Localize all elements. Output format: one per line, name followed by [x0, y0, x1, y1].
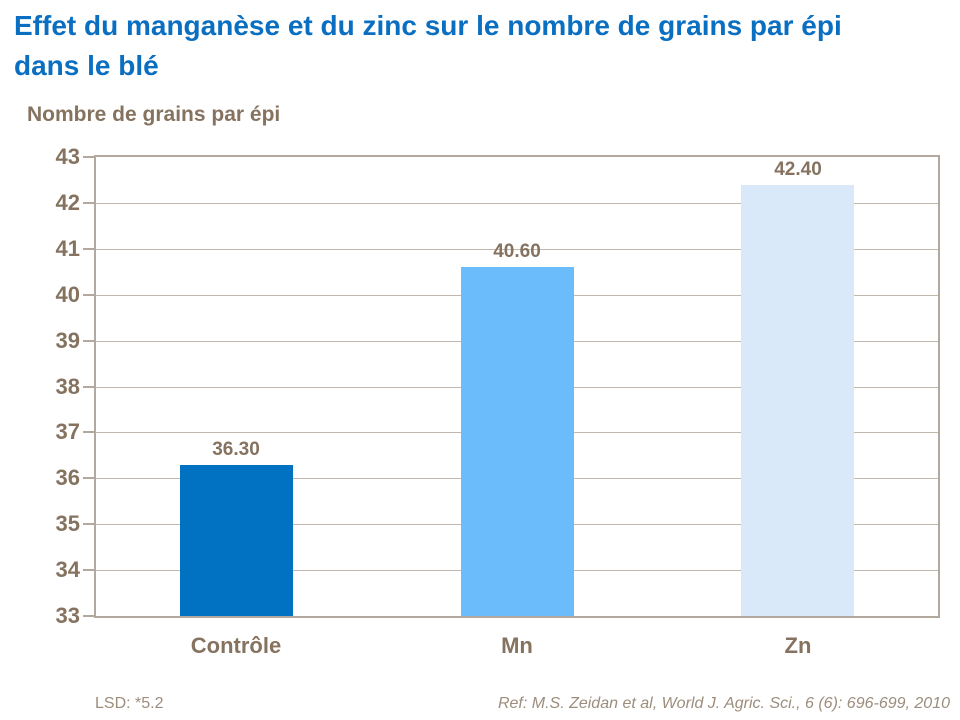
- bar-value-zn: 42.40: [774, 159, 822, 180]
- gridline: [96, 203, 938, 204]
- y-tick-label: 39: [55, 328, 80, 353]
- y-tick-label: 38: [55, 374, 80, 399]
- y-tick-label: 36: [55, 465, 80, 490]
- lsd-note: LSD: *5.2: [95, 695, 164, 712]
- y-tick-label: 34: [55, 557, 80, 582]
- y-tick-mark: [83, 294, 94, 296]
- bar-mn: [461, 267, 574, 616]
- y-tick-label: 42: [55, 190, 80, 215]
- y-tick-label: 37: [55, 419, 80, 444]
- reference-citation: Ref: M.S. Zeidan et al, World J. Agric. …: [497, 695, 950, 712]
- y-tick-mark: [83, 248, 94, 250]
- y-tick-mark: [83, 386, 94, 388]
- y-tick-mark: [83, 156, 94, 158]
- bar-controle: [180, 465, 293, 616]
- bar-zn: [741, 185, 854, 616]
- y-tick-label: 43: [55, 144, 80, 169]
- y-tick-label: 41: [55, 236, 80, 261]
- y-tick-mark: [83, 523, 94, 525]
- gridline: [96, 249, 938, 250]
- plot-area: 36.30 40.60 42.40: [94, 155, 940, 618]
- x-category-label-controle: Contrôle: [190, 633, 282, 658]
- y-tick-label: 33: [55, 603, 80, 628]
- y-tick-label: 40: [55, 282, 80, 307]
- y-tick-mark: [83, 615, 94, 617]
- y-tick-mark: [83, 431, 94, 433]
- bar-value-mn: 40.60: [493, 241, 541, 262]
- footer: LSD: *5.2 Ref: M.S. Zeidan et al, World …: [95, 695, 950, 713]
- y-tick-mark: [83, 340, 94, 342]
- bar-value-controle: 36.30: [212, 439, 260, 460]
- y-tick-mark: [83, 477, 94, 479]
- x-category-label-mn: Mn: [501, 633, 533, 658]
- page-title: Effet du manganèse et du zinc sur le nom…: [14, 10, 842, 81]
- y-axis-title: Nombre de grains par épi: [27, 103, 281, 126]
- y-tick-label: 35: [55, 511, 80, 536]
- y-tick-mark: [83, 202, 94, 204]
- y-tick-mark: [83, 569, 94, 571]
- x-category-label-zn: Zn: [784, 633, 812, 658]
